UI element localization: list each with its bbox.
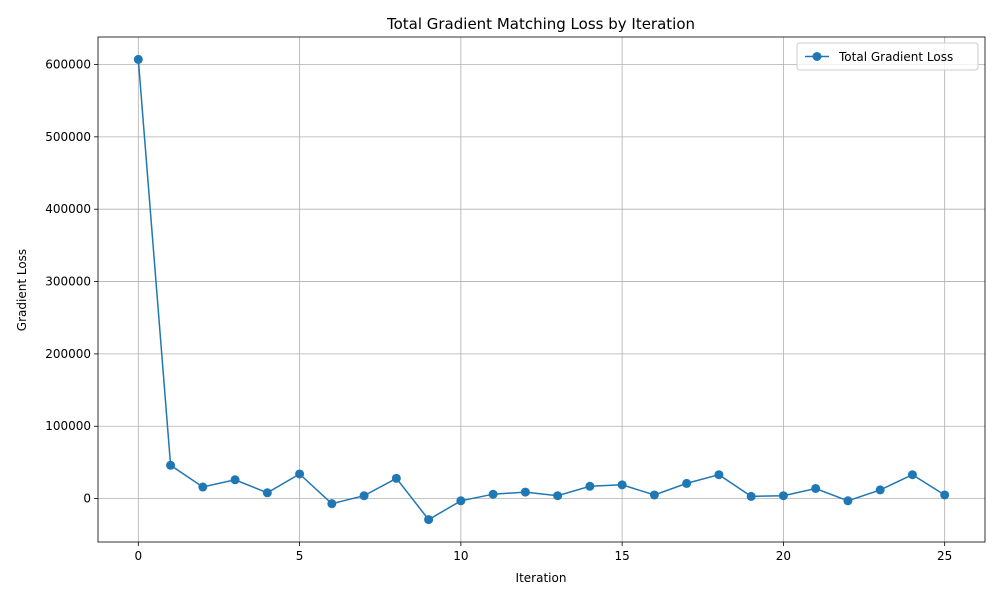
data-point [907, 470, 917, 480]
y-tick-label: 600000 [45, 57, 91, 71]
data-point [843, 496, 853, 506]
data-point [230, 475, 240, 485]
series-total-gradient-loss [133, 54, 950, 525]
x-tick-label: 10 [453, 549, 468, 563]
data-point [617, 480, 627, 490]
data-point [198, 482, 208, 492]
data-point [327, 499, 337, 509]
data-point [649, 490, 659, 500]
data-point [295, 469, 305, 479]
legend: Total Gradient Loss [796, 42, 979, 71]
data-point [262, 488, 272, 498]
y-tick-label: 200000 [45, 347, 91, 361]
data-point [714, 470, 724, 480]
data-point [166, 460, 176, 470]
x-tick-label: 20 [776, 549, 791, 563]
series-line [137, 59, 946, 521]
data-point [585, 481, 595, 491]
data-point [456, 496, 466, 506]
data-point [424, 515, 434, 525]
data-point [811, 483, 821, 493]
y-axis-label: Gradient Loss [15, 249, 29, 331]
legend-marker [812, 52, 822, 61]
x-tick-label: 25 [937, 549, 952, 563]
y-tick-label: 400000 [45, 202, 91, 216]
data-point [488, 489, 498, 499]
data-point [133, 54, 143, 64]
y-tick-label: 100000 [45, 419, 91, 433]
y-tick-label: 0 [83, 492, 91, 506]
y-axis: 0 100000 200000 300000 400000 500000 600000 [45, 57, 98, 506]
y-tick-label: 300000 [45, 275, 91, 289]
data-point [940, 490, 950, 500]
x-tick-label: 15 [614, 549, 629, 563]
legend-label: Total Gradient Loss [838, 50, 953, 64]
data-point [520, 487, 530, 497]
x-tick-label: 0 [134, 549, 142, 563]
data-point [875, 485, 885, 495]
x-axis: 0 5 10 15 20 25 [134, 542, 952, 563]
y-tick-label: 500000 [45, 130, 91, 144]
chart-title: Total Gradient Matching Loss by Iteratio… [386, 15, 695, 33]
data-point [682, 478, 692, 488]
data-point [391, 473, 401, 483]
data-point [778, 491, 788, 501]
data-point [746, 491, 756, 501]
legend-box [796, 42, 979, 71]
plot-area [97, 36, 986, 543]
x-axis-label: Iteration [516, 571, 567, 585]
x-tick-label: 5 [296, 549, 304, 563]
data-point [553, 491, 563, 501]
data-point [359, 491, 369, 501]
